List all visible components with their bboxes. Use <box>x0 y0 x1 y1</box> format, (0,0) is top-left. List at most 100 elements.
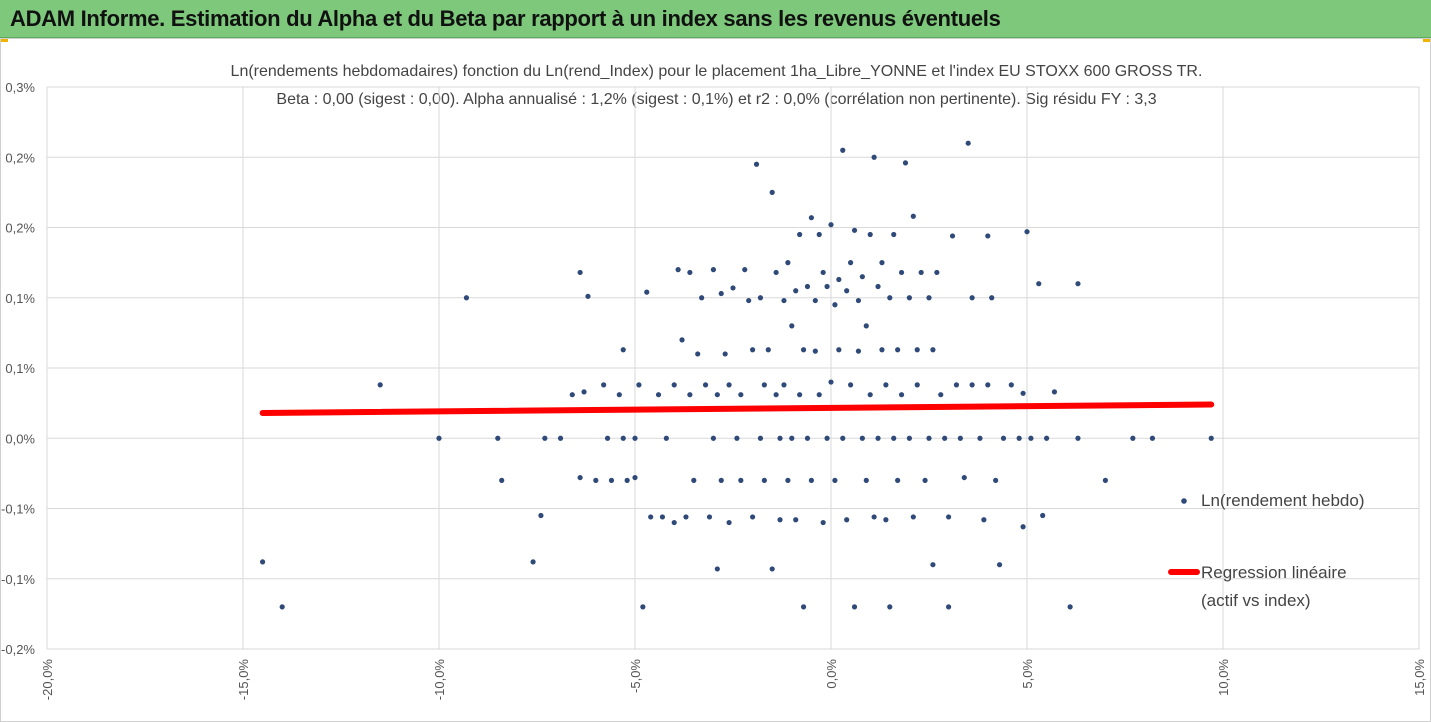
data-point <box>671 382 677 388</box>
data-point <box>730 285 736 291</box>
data-point <box>781 382 787 388</box>
report-banner: ADAM Informe. Estimation du Alpha et du … <box>0 0 1431 38</box>
data-point <box>663 435 669 441</box>
data-point <box>883 382 889 388</box>
data-point <box>577 269 583 276</box>
data-point <box>577 474 583 481</box>
data-point <box>706 514 713 520</box>
data-point <box>942 435 948 441</box>
data-point <box>832 302 838 308</box>
data-point <box>812 297 818 304</box>
y-tick-label: 0,2% <box>5 221 35 236</box>
data-point <box>659 514 666 520</box>
banner-corner-left <box>0 38 8 42</box>
chart-subtitle: Beta : 0,00 (sigest : 0,00). Alpha annua… <box>276 91 1157 108</box>
data-point <box>1130 435 1136 441</box>
data-point <box>1020 524 1026 530</box>
data-point <box>377 382 383 388</box>
data-point <box>538 512 544 519</box>
data-point <box>620 347 626 353</box>
data-point <box>1000 435 1007 441</box>
x-tick-label: 15,0% <box>1412 659 1427 696</box>
data-point <box>569 392 575 398</box>
data-point <box>1149 435 1156 441</box>
data-point <box>683 514 689 520</box>
data-point <box>824 283 830 290</box>
data-point <box>608 477 615 483</box>
data-point <box>828 222 834 228</box>
regression-line <box>259 401 1215 416</box>
data-point <box>777 517 783 523</box>
data-point <box>946 604 952 610</box>
data-point <box>946 514 952 520</box>
data-point <box>581 389 587 395</box>
data-point <box>463 295 470 301</box>
data-point <box>671 519 677 526</box>
report-title: ADAM Informe. Estimation du Alpha et du … <box>10 6 1001 31</box>
data-point <box>816 392 822 398</box>
data-point <box>726 382 732 388</box>
data-point <box>855 348 862 354</box>
data-point <box>848 260 854 266</box>
data-point <box>840 147 846 153</box>
data-point <box>1028 435 1034 441</box>
data-point <box>695 351 701 357</box>
data-point <box>742 267 748 273</box>
data-point <box>793 288 799 294</box>
data-point <box>644 289 650 295</box>
data-point <box>934 269 940 276</box>
data-point <box>789 323 795 329</box>
data-point <box>620 435 626 441</box>
data-point <box>844 288 850 294</box>
data-point <box>1008 382 1014 388</box>
data-point <box>875 283 881 290</box>
data-point <box>757 435 764 441</box>
data-point <box>981 517 987 523</box>
data-point <box>891 231 897 238</box>
data-point <box>738 392 744 398</box>
x-tick-label: -15,0% <box>236 659 251 701</box>
data-point <box>1024 229 1030 235</box>
y-tick-label: 0,2% <box>5 150 35 165</box>
data-point <box>926 435 932 441</box>
data-point <box>781 297 787 304</box>
y-tick-label: -0,1% <box>1 502 35 517</box>
data-point <box>836 347 842 353</box>
y-tick-label: 0,1% <box>5 361 35 376</box>
legend-label-regression-2: (actif vs index) <box>1201 591 1311 610</box>
legend-marker-points <box>1181 498 1187 504</box>
data-point <box>989 295 995 301</box>
data-point <box>1016 435 1022 441</box>
data-point <box>883 517 889 523</box>
data-point <box>632 435 638 441</box>
y-tick-label: -0,2% <box>1 642 35 657</box>
data-point <box>840 435 846 441</box>
data-point <box>632 474 638 481</box>
data-point <box>714 566 720 572</box>
data-point <box>961 474 967 481</box>
data-point <box>938 392 944 398</box>
data-point <box>800 604 807 610</box>
data-point <box>765 347 771 353</box>
data-point <box>585 293 591 299</box>
data-point <box>761 382 767 388</box>
data-point <box>918 269 924 276</box>
data-point <box>867 392 873 398</box>
data-point <box>785 477 791 483</box>
data-point <box>855 297 862 304</box>
data-point <box>718 290 724 297</box>
data-point <box>859 435 865 441</box>
data-point <box>808 477 815 483</box>
data-point <box>734 435 740 441</box>
data-point <box>1051 389 1058 395</box>
data-point <box>593 477 599 483</box>
data-point <box>906 435 913 441</box>
data-point <box>804 283 811 290</box>
data-point <box>996 562 1003 568</box>
data-point <box>773 392 779 398</box>
data-point <box>1040 512 1046 519</box>
data-point <box>891 435 897 441</box>
data-point <box>648 514 654 520</box>
data-point <box>930 347 936 353</box>
data-point <box>957 435 963 441</box>
